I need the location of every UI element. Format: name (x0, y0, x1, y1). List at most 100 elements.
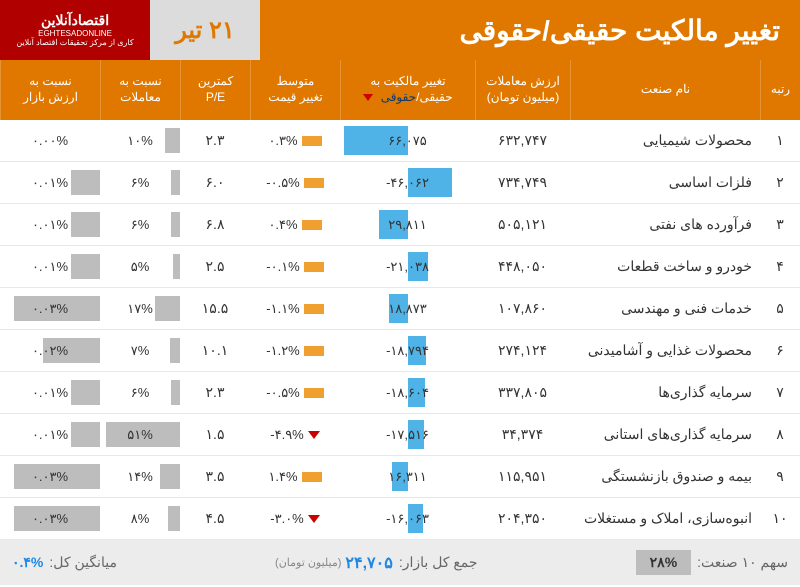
col-rank: رتبه (760, 60, 800, 120)
trade-cell: ۱۰% (100, 120, 180, 161)
value-cell: ۵۰۵,۱۲۱ (475, 204, 570, 245)
table-row: ۸سرمایه گذاری‌های استانی۳۴,۳۷۴-۱۷,۵۱۶-۴.… (0, 414, 800, 456)
rank-cell: ۳ (760, 204, 800, 245)
value-cell: ۷۳۴,۷۴۹ (475, 162, 570, 203)
name-cell: محصولات شیمیایی (570, 120, 760, 161)
name-cell: فلزات اساسی (570, 162, 760, 203)
pe-cell: ۲.۳ (180, 372, 250, 413)
market-cell: ۰.۰۱% (0, 414, 100, 455)
pe-cell: ۶.۸ (180, 204, 250, 245)
change-cell: ۱۸,۸۷۳ (340, 288, 475, 329)
name-cell: انبوه‌سازی، املاک و مستغلات (570, 498, 760, 539)
avg-value: ۰.۴% (12, 554, 43, 571)
rank-cell: ۲ (760, 162, 800, 203)
header: تغییر مالکیت حقیقی/حقوقی ۲۱ تیر اقتصادآن… (0, 0, 800, 60)
pe-cell: ۲.۳ (180, 120, 250, 161)
pe-cell: ۱.۵ (180, 414, 250, 455)
report-container: تغییر مالکیت حقیقی/حقوقی ۲۱ تیر اقتصادآن… (0, 0, 800, 587)
rank-cell: ۶ (760, 330, 800, 371)
name-cell: محصولات غذایی و آشامیدنی (570, 330, 760, 371)
footer-total: جمع کل بازار: ۲۴,۷۰۵ (میلیون تومان) (275, 553, 478, 573)
market-cell: ۰.۰۰% (0, 120, 100, 161)
switch-legal[interactable]: حقوقی (381, 90, 416, 104)
table-row: ۶محصولات غذایی و آشامیدنی۲۷۴,۱۲۴-۱۸,۷۹۴-… (0, 330, 800, 372)
table-row: ۱محصولات شیمیایی۶۳۲,۷۴۷۶۶,۰۷۵۰.۳%۲.۳۱۰%۰… (0, 120, 800, 162)
rank-cell: ۹ (760, 456, 800, 497)
change-cell: -۱۷,۵۱۶ (340, 414, 475, 455)
col-pe: کمترین P/E (180, 60, 250, 120)
avg-label: میانگین کل: (49, 554, 117, 571)
col-market: نسبت به ارزش بازار (0, 60, 100, 120)
col-name: نام صنعت (570, 60, 760, 120)
table-row: ۴خودرو و ساخت قطعات۴۴۸,۰۵۰-۲۱,۰۳۸-۰.۱%۲.… (0, 246, 800, 288)
market-cell: ۰.۰۳% (0, 498, 100, 539)
rank-cell: ۷ (760, 372, 800, 413)
market-cell: ۰.۰۱% (0, 246, 100, 287)
trade-cell: ۱۴% (100, 456, 180, 497)
rank-cell: ۱ (760, 120, 800, 161)
name-cell: سرمایه گذاری‌های استانی (570, 414, 760, 455)
data-table: رتبه نام صنعت ارزش معاملات (میلیون تومان… (0, 60, 800, 540)
table-row: ۵خدمات فنی و مهندسی۱۰۷,۸۶۰۱۸,۸۷۳-۱.۱%۱۵.… (0, 288, 800, 330)
avg-cell: -۱.۱% (250, 288, 340, 329)
name-cell: خودرو و ساخت قطعات (570, 246, 760, 287)
trade-cell: ۷% (100, 330, 180, 371)
rank-cell: ۴ (760, 246, 800, 287)
title: تغییر مالکیت حقیقی/حقوقی (260, 0, 800, 60)
value-cell: ۶۳۲,۷۴۷ (475, 120, 570, 161)
trade-cell: ۶% (100, 162, 180, 203)
table-row: ۲فلزات اساسی۷۳۴,۷۴۹-۴۶,۰۶۲-۰.۵%۶.۰۶%۰.۰۱… (0, 162, 800, 204)
market-cell: ۰.۰۳% (0, 288, 100, 329)
change-cell: -۲۱,۰۳۸ (340, 246, 475, 287)
footer: سهم ۱۰ صنعت: ۲۸% جمع کل بازار: ۲۴,۷۰۵ (م… (0, 540, 800, 585)
switch-real[interactable]: حقیقی (419, 90, 452, 104)
trade-cell: ۵۱% (100, 414, 180, 455)
table-row: ۹بیمه و صندوق بازنشستگی۱۱۵,۹۵۱۱۶,۳۱۱۱.۴%… (0, 456, 800, 498)
market-cell: ۰.۰۲% (0, 330, 100, 371)
change-cell: -۴۶,۰۶۲ (340, 162, 475, 203)
share-label: سهم ۱۰ صنعت: (697, 554, 788, 571)
avg-cell: ۱.۴% (250, 456, 340, 497)
trade-cell: ۱۷% (100, 288, 180, 329)
name-cell: بیمه و صندوق بازنشستگی (570, 456, 760, 497)
value-cell: ۳۴,۳۷۴ (475, 414, 570, 455)
avg-cell: -۰.۵% (250, 372, 340, 413)
value-cell: ۱۰۷,۸۶۰ (475, 288, 570, 329)
pe-cell: ۱۵.۵ (180, 288, 250, 329)
logo-main: اقتصادآنلاین (41, 12, 109, 29)
table-row: ۱۰انبوه‌سازی، املاک و مستغلات۲۰۴,۳۵۰-۱۶,… (0, 498, 800, 540)
value-cell: ۴۴۸,۰۵۰ (475, 246, 570, 287)
market-cell: ۰.۰۱% (0, 372, 100, 413)
name-cell: فرآورده های نفتی (570, 204, 760, 245)
logo-en: EGHTESADONLINE (38, 29, 112, 39)
col-change: تغییر مالکیت به حقیقی/حقوقی (340, 60, 475, 120)
change-cell: -۱۸,۶۰۴ (340, 372, 475, 413)
name-cell: خدمات فنی و مهندسی (570, 288, 760, 329)
col-value: ارزش معاملات (میلیون تومان) (475, 60, 570, 120)
value-cell: ۲۷۴,۱۲۴ (475, 330, 570, 371)
rank-cell: ۸ (760, 414, 800, 455)
value-cell: ۲۰۴,۳۵۰ (475, 498, 570, 539)
footer-share: سهم ۱۰ صنعت: ۲۸% (636, 550, 788, 575)
market-cell: ۰.۰۱% (0, 204, 100, 245)
avg-cell: -۰.۵% (250, 162, 340, 203)
change-cell: ۲۹,۸۱۱ (340, 204, 475, 245)
rank-cell: ۱۰ (760, 498, 800, 539)
trade-cell: ۶% (100, 204, 180, 245)
table-header: رتبه نام صنعت ارزش معاملات (میلیون تومان… (0, 60, 800, 120)
avg-cell: ۰.۴% (250, 204, 340, 245)
share-value: ۲۸% (636, 550, 692, 575)
pe-cell: ۴.۵ (180, 498, 250, 539)
pe-cell: ۳.۵ (180, 456, 250, 497)
total-label: جمع کل بازار: (399, 554, 478, 571)
pe-cell: ۱۰.۱ (180, 330, 250, 371)
avg-cell: -۱.۲% (250, 330, 340, 371)
market-cell: ۰.۰۳% (0, 456, 100, 497)
name-cell: سرمایه گذاری‌ها (570, 372, 760, 413)
avg-cell: -۴.۹% (250, 414, 340, 455)
market-cell: ۰.۰۱% (0, 162, 100, 203)
change-cell: -۱۸,۷۹۴ (340, 330, 475, 371)
change-cell: ۶۶,۰۷۵ (340, 120, 475, 161)
logo: اقتصادآنلاین EGHTESADONLINE کاری از مرکز… (0, 0, 150, 60)
table-row: ۷سرمایه گذاری‌ها۳۳۷,۸۰۵-۱۸,۶۰۴-۰.۵%۲.۳۶%… (0, 372, 800, 414)
